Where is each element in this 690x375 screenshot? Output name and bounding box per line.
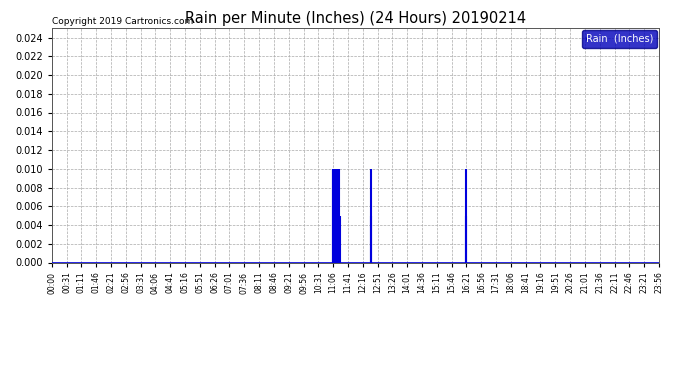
Legend: Rain  (Inches): Rain (Inches) — [582, 30, 657, 48]
Text: Copyright 2019 Cartronics.com: Copyright 2019 Cartronics.com — [52, 17, 193, 26]
Title: Rain per Minute (Inches) (24 Hours) 20190214: Rain per Minute (Inches) (24 Hours) 2019… — [185, 10, 526, 26]
